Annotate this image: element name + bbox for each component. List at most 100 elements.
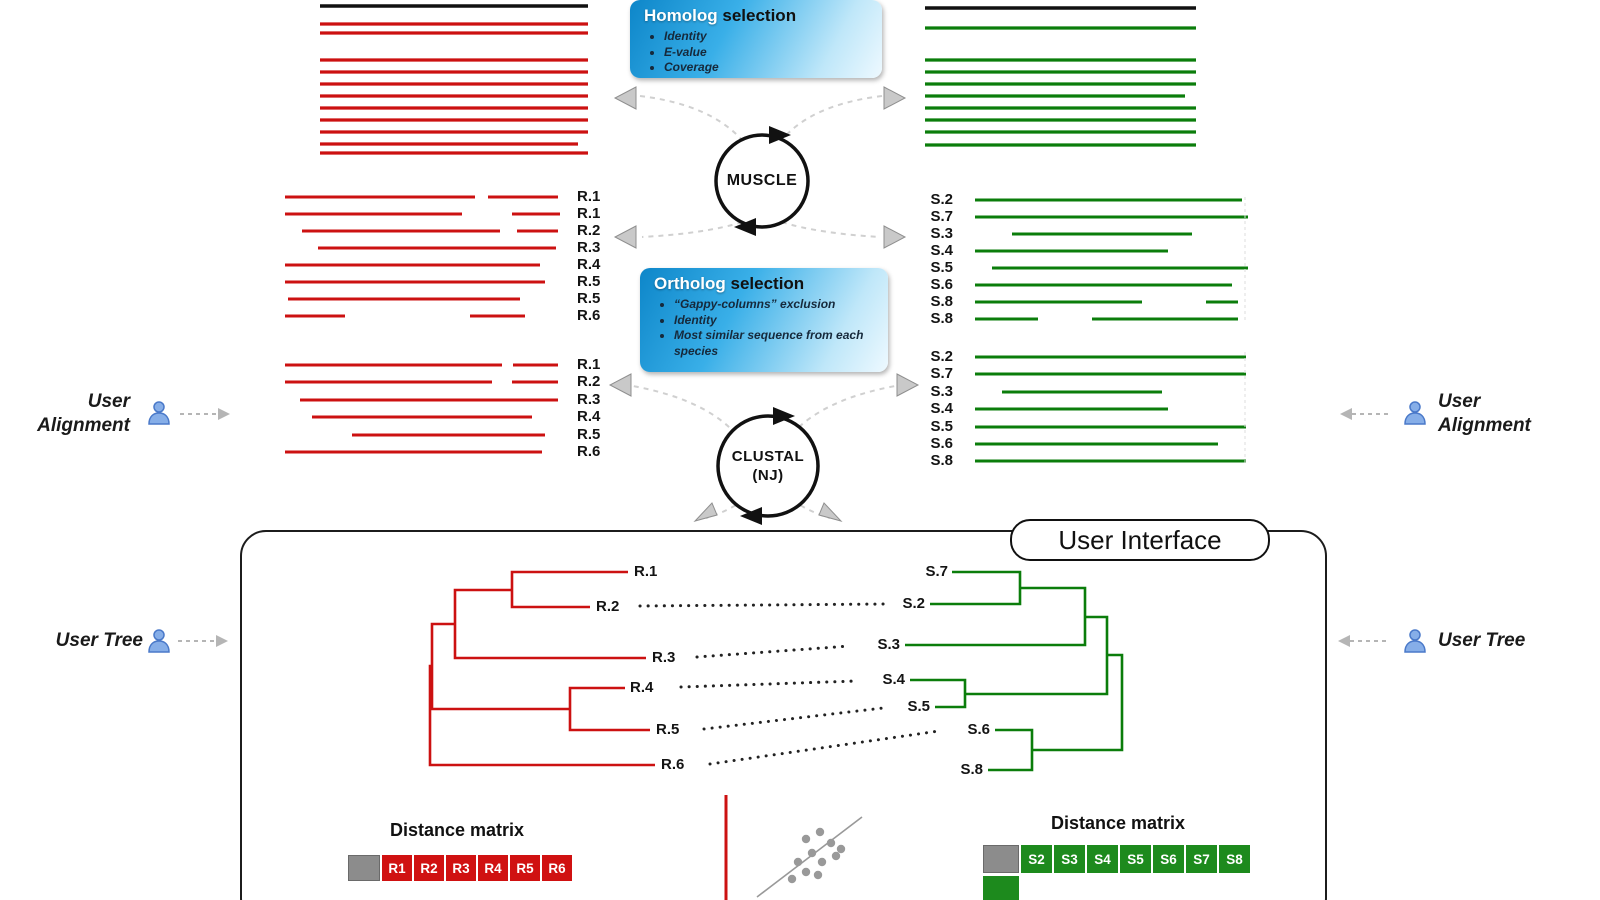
- matrix-header-cell: R5: [510, 855, 540, 881]
- sequence-label: R.5: [577, 290, 601, 307]
- matrix-corner-cell: [983, 845, 1019, 873]
- sequence-label: R.3: [577, 390, 601, 408]
- distance-matrix-title-left: Distance matrix: [389, 820, 525, 840]
- tree-leaf-label: S.4: [882, 671, 905, 688]
- distance-matrix-title-right: Distance matrix: [1050, 813, 1186, 833]
- user-interface-title: User Interface: [1058, 524, 1222, 555]
- chevron-right-icon: [896, 373, 920, 397]
- bullet-item: “Gappy-columns” exclusion: [674, 297, 878, 313]
- tree-leaf-label: S.7: [925, 563, 948, 580]
- user-person-icon: [1404, 629, 1426, 653]
- clustal-nj-label: (NJ): [752, 467, 784, 484]
- sequence-label: S.2: [930, 348, 953, 365]
- distance-matrix-left-header: R1 R2 R3 R4 R5 R6: [348, 855, 574, 881]
- sequence-label: S.8: [930, 293, 953, 310]
- tree-leaf-label: S.2: [902, 595, 925, 612]
- tree-leaf-label: R.2: [596, 598, 620, 615]
- sequence-label: R.4: [577, 256, 601, 273]
- bullet-item: Most similar sequence from each species: [674, 328, 878, 359]
- chevron-right-icon: [883, 225, 907, 249]
- arrow-right-icon: [216, 635, 228, 647]
- sequence-label: S.8: [930, 310, 953, 327]
- user-input-arrows: [178, 408, 1390, 647]
- matrix-header-cell: S6: [1153, 845, 1184, 873]
- tree-leaf-label: R.6: [661, 756, 685, 773]
- correlation-scatter-plot: [756, 816, 863, 898]
- homolog-selection-box: Homolog selection Identity E-value Cover…: [630, 0, 882, 78]
- homolog-selection-bullets: Identity E-value Coverage: [664, 29, 872, 76]
- arrow-left-icon: [1338, 635, 1350, 647]
- sequence-label: S.3: [930, 382, 953, 400]
- chevron-right-icon: [883, 86, 907, 110]
- sequence-label: R.5: [577, 425, 601, 443]
- user-tree-label-right: User Tree: [1438, 630, 1526, 651]
- matrix-header-cell: R6: [542, 855, 572, 881]
- ortholog-selection-bullets: “Gappy-columns” exclusion Identity Most …: [674, 297, 878, 359]
- chevron-left-icon: [613, 86, 637, 110]
- arrow-left-icon: [1340, 408, 1352, 420]
- sequence-label: S.4: [930, 242, 953, 259]
- bullet-item: Coverage: [664, 60, 872, 76]
- user-person-icon: [148, 401, 170, 425]
- user-person-icon: [1404, 401, 1426, 425]
- chevron-downright-icon: [818, 502, 843, 522]
- sequence-label: R.2: [577, 222, 601, 239]
- sequence-label: S.7: [930, 365, 953, 383]
- sequence-label: R.6: [577, 443, 601, 460]
- sequence-blocks: [285, 4, 1248, 463]
- ortholog-dotted-links: [638, 602, 941, 766]
- arrow-right-icon: [218, 408, 230, 420]
- sequence-label: S.4: [930, 400, 953, 418]
- tree-leaf-label: R.1: [634, 563, 658, 580]
- chevron-downleft-icon: [693, 502, 718, 522]
- ortholog-selection-box: Ortholog selection “Gappy-columns” exclu…: [640, 268, 888, 372]
- user-person-icon: [148, 629, 170, 653]
- sequence-label: S.6: [930, 435, 953, 452]
- sequence-label: S.2: [930, 191, 953, 208]
- bullet-item: E-value: [664, 45, 872, 61]
- bullet-item: Identity: [674, 313, 878, 329]
- matrix-header-cell: R1: [382, 855, 412, 881]
- user-alignment-label-right: User Alignment: [1438, 391, 1531, 436]
- matrix-header-cell: S3: [1054, 845, 1085, 873]
- bullet-item: Identity: [664, 29, 872, 45]
- chevron-left-icon: [608, 373, 632, 397]
- tree-leaf-label: S.6: [967, 721, 990, 738]
- tree-leaf-label: S.5: [907, 698, 930, 715]
- user-alignment-label-left: User Alignment: [37, 391, 130, 436]
- sequence-label: R.3: [577, 239, 601, 256]
- matrix-header-cell: R4: [478, 855, 508, 881]
- red-gene-tree: [428, 570, 655, 767]
- tree-leaf-label: R.5: [656, 721, 680, 738]
- tree-leaf-label: R.3: [652, 649, 676, 666]
- muscle-label: MUSCLE: [726, 172, 798, 189]
- sequence-label: R.6: [577, 307, 601, 324]
- matrix-header-cell: R3: [446, 855, 476, 881]
- user-tree-label-left: User Tree: [55, 630, 143, 651]
- flow-chevrons: [608, 86, 920, 522]
- matrix-header-cell: S5: [1120, 845, 1151, 873]
- matrix-header-cell: S2: [1021, 845, 1052, 873]
- matrix-corner-cell: [348, 855, 380, 881]
- user-interface-box: [240, 530, 1327, 900]
- sequence-label: R.1: [577, 188, 601, 205]
- matrix-header-cell: S8: [1219, 845, 1250, 873]
- clustal-cycle-icon: [716, 407, 820, 525]
- homolog-selection-title: Homolog selection: [644, 6, 797, 25]
- sequence-label: S.7: [930, 208, 953, 225]
- distance-matrix-right-header: S2 S3 S4 S5 S6 S7 S8: [983, 845, 1252, 873]
- sequence-label: S.5: [930, 417, 953, 435]
- matrix-header-cell: S7: [1186, 845, 1217, 873]
- tree-leaf-label: R.4: [630, 679, 654, 696]
- green-species-tree: [905, 570, 1124, 772]
- chevron-left-icon: [613, 225, 637, 249]
- sequence-label: R.4: [577, 408, 601, 426]
- muscle-cycle-icon: [714, 126, 810, 236]
- sequence-label: R.1: [577, 356, 601, 373]
- matrix-header-cell: R2: [414, 855, 444, 881]
- ortholog-selection-title: Ortholog selection: [654, 274, 805, 293]
- sequence-label: S.8: [930, 452, 953, 470]
- matrix-row-label-cell: [983, 876, 1019, 900]
